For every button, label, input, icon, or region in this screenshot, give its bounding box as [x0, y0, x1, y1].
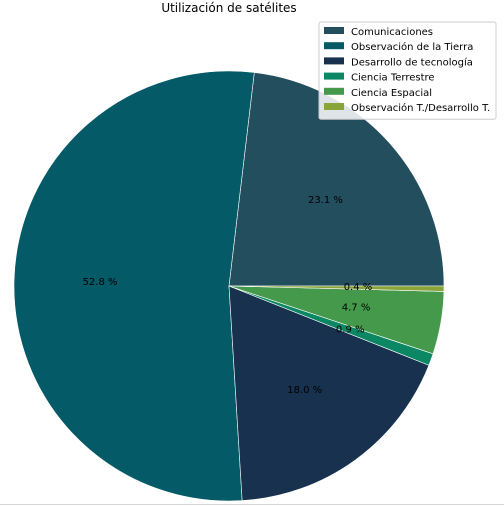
legend-label-2: Observación de la Tierra	[351, 41, 473, 53]
pie-slice-1	[228, 72, 445, 287]
legend-swatch-3	[324, 57, 344, 65]
legend-label-6: Observación T./Desarrollo T.	[351, 102, 490, 114]
percent-label-1: 23.1 %	[308, 195, 343, 206]
legend-label-3: Desarrollo de tecnología	[351, 56, 473, 68]
pie-slices	[13, 70, 445, 502]
pie-percent-labels: 23.1 % 52.8 % 18.0 % 0.9 % 4.7 % 0.4 %	[83, 195, 373, 396]
percent-label-5: 4.7 %	[342, 303, 371, 314]
percent-label-2: 52.8 %	[83, 277, 118, 288]
legend-label-4: Ciencia Terrestre	[351, 73, 435, 84]
percent-label-6: 0.4 %	[344, 282, 373, 293]
pie-slice-6	[228, 285, 445, 292]
legend-swatch-4	[324, 72, 344, 80]
percent-label-4: 0.9 %	[336, 325, 365, 336]
legend-label-5: Ciencia Espacial	[351, 88, 432, 99]
pie-slice-2	[13, 70, 255, 502]
pie-slice-3	[228, 285, 430, 501]
divider	[0, 504, 504, 505]
legend-swatch-2	[324, 42, 344, 50]
legend-label-1: Comunicaciones	[351, 27, 433, 38]
legend-swatch-5	[324, 87, 344, 95]
legend: Comunicaciones Observación de la Tierra De…	[318, 21, 497, 120]
legend-swatch-6	[324, 103, 344, 110]
legend-swatch-1	[324, 27, 344, 34]
legend-box	[318, 21, 497, 120]
percent-label-3: 18.0 %	[287, 385, 322, 396]
chart-title: Utilización de satélites	[161, 1, 296, 15]
